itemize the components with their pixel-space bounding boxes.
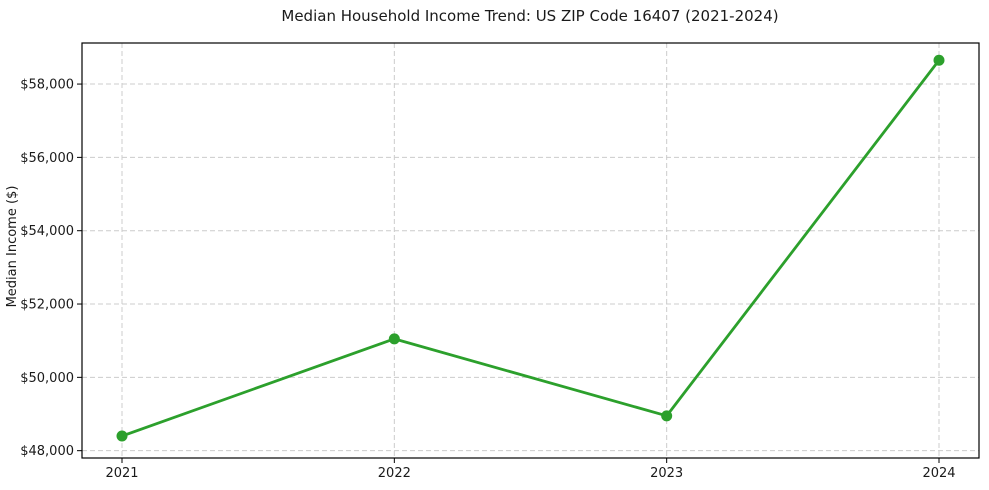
y-tick-label: $56,000: [20, 151, 74, 166]
data-series-layer: [116, 54, 945, 442]
data-line: [120, 58, 941, 438]
y-tick-label: $48,000: [20, 444, 74, 459]
x-tick-label: 2021: [105, 466, 138, 481]
chart-title: Median Household Income Trend: US ZIP Co…: [281, 7, 778, 25]
y-tick-label: $52,000: [20, 298, 74, 313]
x-tick-label: 2022: [378, 466, 411, 481]
x-tick-label: 2024: [922, 466, 955, 481]
plot-frame: [81, 42, 980, 459]
y-axis-label: Median Income ($): [5, 186, 20, 308]
data-point: [933, 54, 945, 66]
y-tick-label: $50,000: [20, 371, 74, 386]
y-tick-label: $58,000: [20, 78, 74, 93]
data-point: [661, 410, 673, 422]
data-point: [388, 333, 400, 345]
y-tick-label: $54,000: [20, 224, 74, 239]
axis-layer: $48,000 $50,000 $52,000 $54,000 $56,000 $58,0…: [20, 42, 980, 481]
x-tick-label: 2023: [650, 466, 683, 481]
grid-layer: [82, 43, 979, 458]
data-point: [116, 430, 128, 442]
